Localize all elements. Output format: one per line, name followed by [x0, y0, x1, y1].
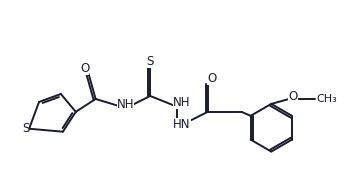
Text: O: O: [289, 91, 298, 103]
Text: HN: HN: [173, 118, 191, 131]
Text: NH: NH: [173, 96, 191, 109]
Text: O: O: [80, 62, 89, 75]
Text: S: S: [147, 55, 154, 68]
Text: NH: NH: [116, 98, 134, 111]
Text: CH₃: CH₃: [316, 94, 337, 104]
Text: O: O: [207, 72, 216, 85]
Text: S: S: [22, 122, 29, 135]
